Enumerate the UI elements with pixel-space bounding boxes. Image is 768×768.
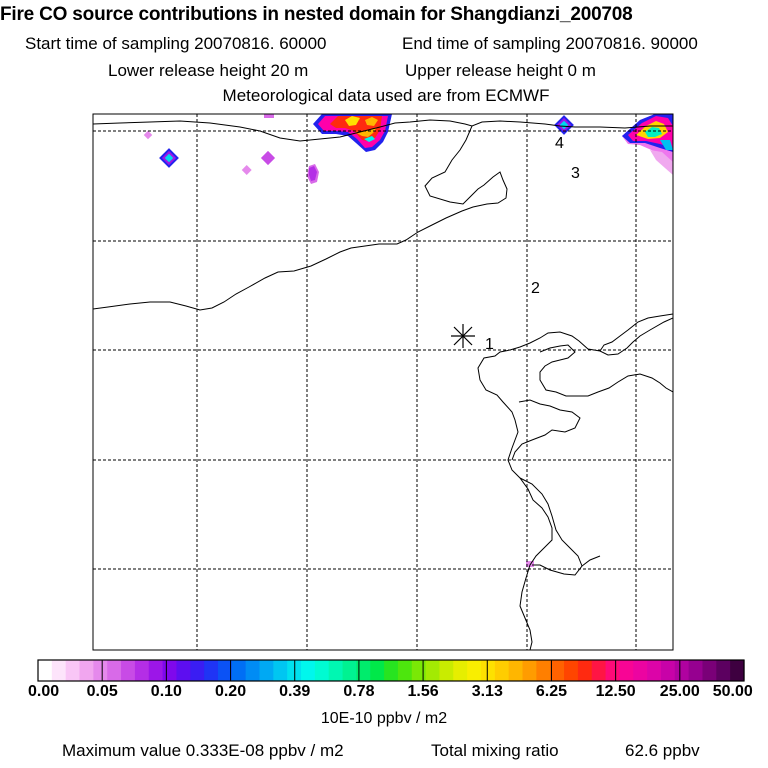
receptor-asterisk-icon (451, 324, 475, 348)
met-data-label: Meteorological data used are from ECMWF (222, 86, 550, 105)
lower-release-label: Lower release height 20 m (108, 61, 309, 80)
colorbar-cell (65, 660, 81, 681)
colorbar-cell (204, 660, 219, 681)
colorbar-cell (716, 660, 731, 681)
colorbar-cell (467, 660, 482, 681)
colorbar-cell (494, 660, 510, 681)
grid-lines (93, 114, 673, 650)
colorbar-cell (425, 660, 441, 681)
colorbar-cell (550, 660, 565, 681)
colorbar-cell (647, 660, 662, 681)
colorbar-tick-label: 25.00 (659, 683, 700, 700)
map-label-4: 4 (555, 135, 564, 152)
colorbar-tick-label: 0.39 (279, 683, 311, 700)
colorbar-cell (342, 660, 357, 681)
colorbar-cell (605, 660, 621, 681)
colorbar-cell (134, 660, 150, 681)
colorbar-cell (273, 660, 288, 681)
colorbar-tick-label: 6.25 (535, 683, 568, 700)
colorbar-cell (633, 660, 648, 681)
colorbar-cell (674, 660, 690, 681)
colorbar-cells (38, 660, 745, 681)
colorbar-cell (38, 660, 53, 681)
colorbar-tick-label: 0.00 (28, 683, 60, 700)
colorbar-cell (397, 660, 413, 681)
colorbar-cell (508, 660, 524, 681)
spot-nw (143, 130, 153, 140)
colorbar-cell (176, 660, 191, 681)
colorbar-cell (536, 660, 551, 681)
spot-coast (526, 561, 534, 567)
colorbar-cell (231, 660, 247, 681)
spot-west (159, 148, 179, 168)
end-time-label: End time of sampling 20070816. 90000 (402, 34, 698, 53)
colorbar-unit: 10E-10 ppbv / m2 (320, 710, 448, 727)
spot-small (241, 165, 252, 175)
colorbar-cell (370, 660, 385, 681)
colorbar-cell (619, 660, 634, 681)
colorbar-cell (439, 660, 454, 681)
colorbar-cell (79, 660, 94, 681)
colorbar-frame (37, 659, 745, 682)
colorbar-cell (217, 660, 233, 681)
colorbar-tick-label: 3.13 (471, 683, 503, 700)
colorbar-cell (577, 660, 593, 681)
start-time-label: Start time of sampling 20070816. 60000 (25, 34, 327, 53)
colorbar-cell (107, 660, 122, 681)
colorbar-tick-label: 12.50 (595, 683, 636, 700)
colorbar-cell (301, 660, 316, 681)
plume-north-center (313, 114, 392, 152)
map-label-1: 1 (485, 336, 494, 353)
colorbar-cell (245, 660, 261, 681)
colorbar-cell (591, 660, 607, 681)
map-label-2: 2 (531, 280, 540, 297)
colorbar-cell (148, 660, 164, 681)
colorbar-cell (730, 660, 745, 681)
colorbar-cell (411, 660, 427, 681)
colorbar-tick-label: 0.05 (86, 683, 118, 700)
colorbar-cell (480, 660, 496, 681)
colorbar-cell (314, 660, 330, 681)
colorbar-cell (328, 660, 344, 681)
map-label-3: 3 (571, 165, 580, 182)
colorbar-tick-label: 0.10 (150, 683, 182, 700)
colorbar-cell (522, 660, 537, 681)
maximum-value-label: Maximum value 0.333E-08 ppbv / m2 (62, 741, 344, 760)
upper-release-label: Upper release height 0 m (405, 61, 596, 80)
colorbar-cell (121, 660, 136, 681)
colorbar-cell (93, 660, 108, 681)
colorbar-cell (688, 660, 704, 681)
colorbar-cell (660, 660, 676, 681)
colorbar-cell (453, 660, 468, 681)
colorbar-cell (51, 660, 67, 681)
total-mixing-ratio-label: Total mixing ratio (431, 741, 559, 760)
spot-center (260, 150, 276, 166)
colorbar-cell (356, 660, 371, 681)
colorbar-cell (564, 660, 579, 681)
colorbar-cell (259, 660, 274, 681)
total-mixing-ratio-value: 62.6 ppbv (625, 741, 700, 760)
figure-title: Fire CO source contributions in nested d… (0, 4, 633, 25)
colorbar-tick-label: 1.56 (407, 683, 439, 700)
coastline-borders (93, 119, 673, 650)
plume-north-east (622, 114, 673, 175)
colorbar-cell (162, 660, 178, 681)
colorbar-tick-label: 0.78 (343, 683, 375, 700)
colorbar-tick-label: 0.20 (214, 683, 247, 700)
colorbar-cell (702, 660, 717, 681)
colorbar-tick-label: 50.00 (712, 683, 753, 700)
colorbar-cell (384, 660, 399, 681)
colorbar-cell (190, 660, 205, 681)
fire-plumes (143, 114, 673, 567)
map-frame (92, 113, 674, 651)
